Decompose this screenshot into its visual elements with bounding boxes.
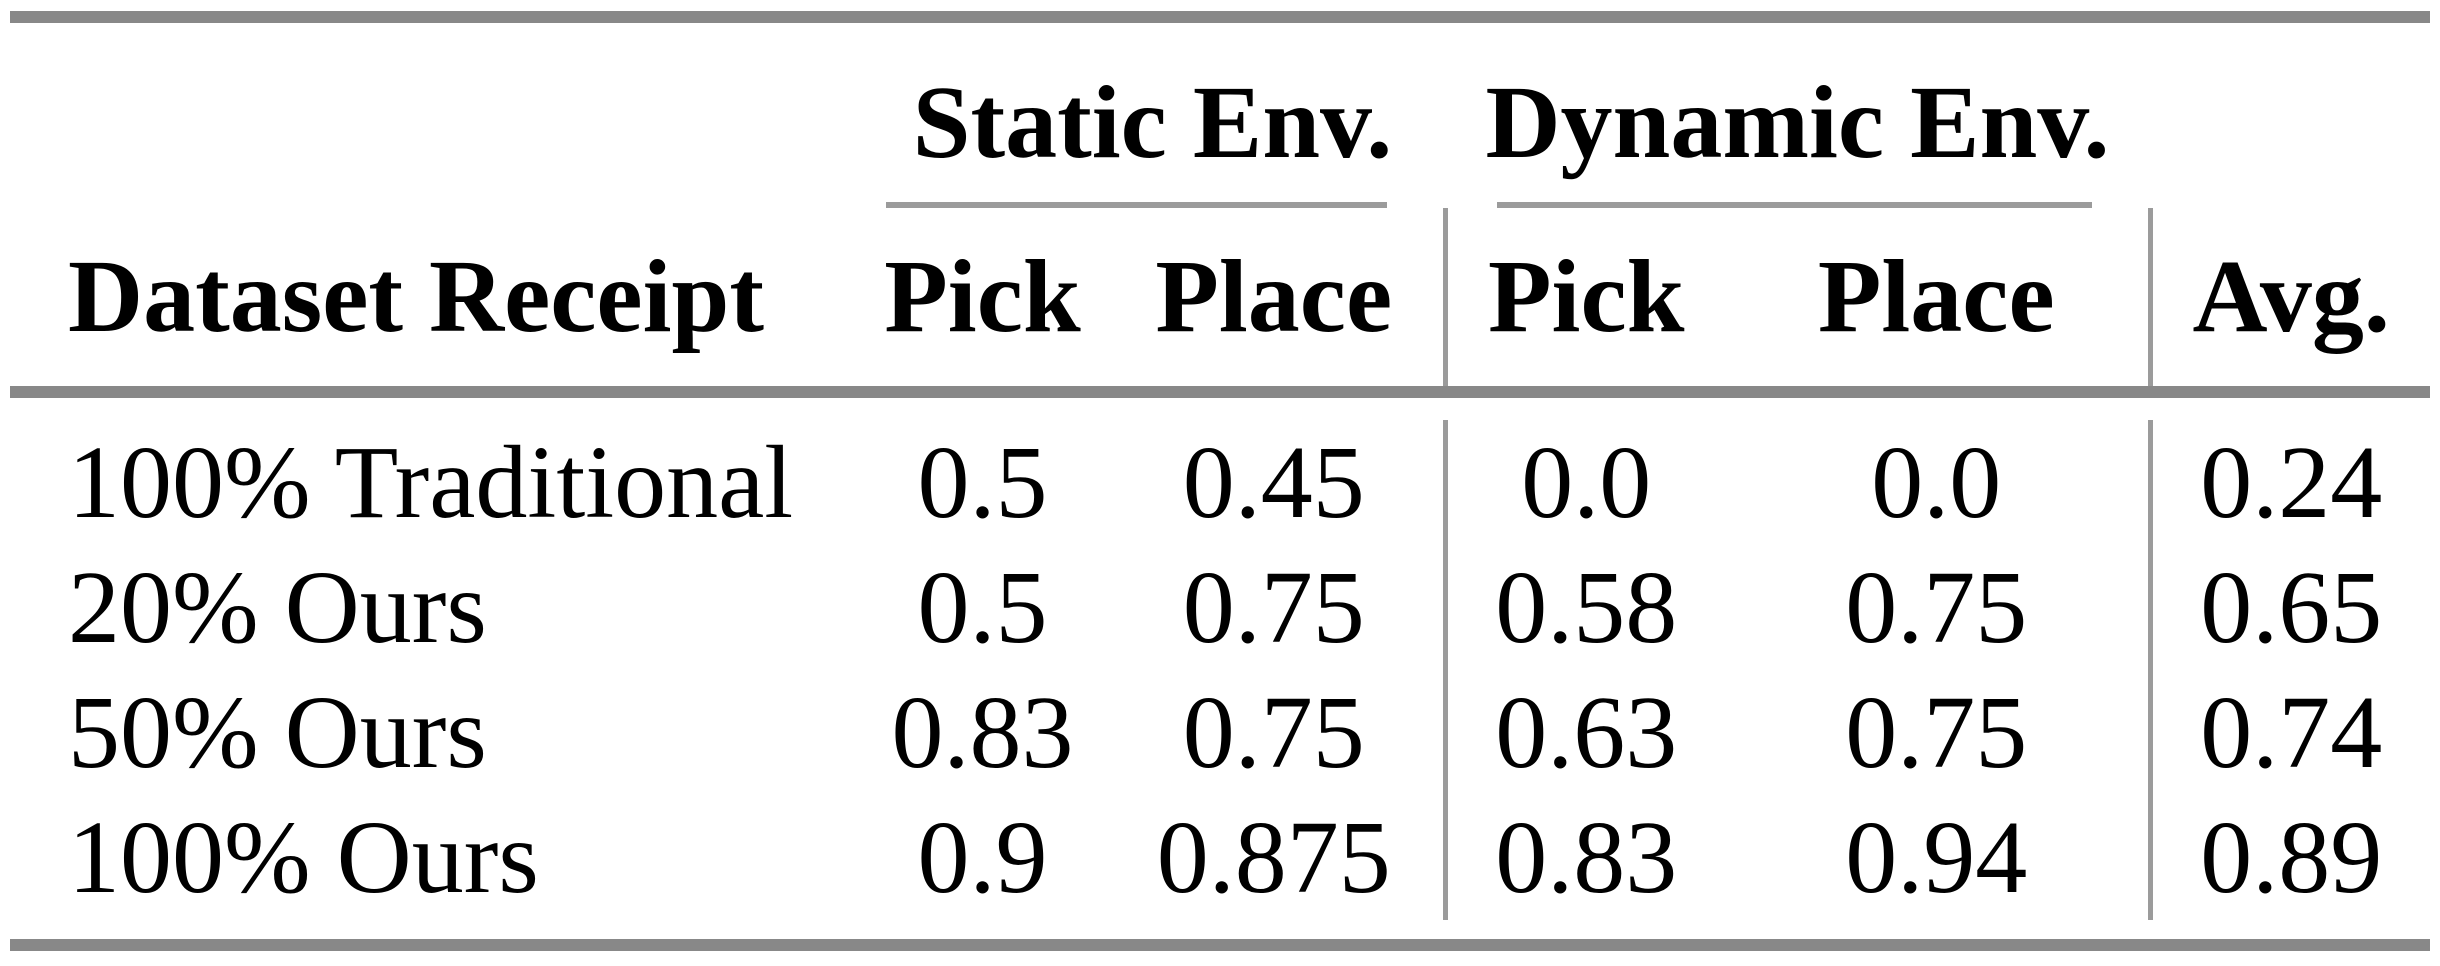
row-label: 100% Ours [68,799,539,915]
column-header-row: Dataset Receipt Pick Place Pick Place Av… [10,208,2430,386]
row-label: 50% Ours [68,674,487,790]
cell-static-place: 0.75 [1182,674,1365,790]
cell-dynamic-place: 0.94 [1845,799,2028,915]
static-env-cmidrule [886,201,1387,208]
cell-static-pick: 0.9 [917,799,1048,915]
table-row-100-traditional: 100% Traditional 0.5 0.45 0.0 0.0 0.24 [10,420,2430,545]
cell-static-place: 0.45 [1182,424,1365,540]
spacer-row [10,920,2430,939]
cell-static-pick: 0.5 [917,424,1048,540]
column-header-static-place: Place [1155,239,1393,354]
cell-static-pick: 0.5 [917,549,1048,665]
cell-avg: 0.65 [2147,545,2430,670]
empty-cell [2150,201,2430,208]
bottom-rule-row [10,939,2430,951]
table-row-100-ours: 100% Ours 0.9 0.875 0.83 0.94 0.89 [10,795,2430,920]
cell-avg: 0.89 [2147,795,2430,920]
cell-dynamic-pick: 0.83 [1442,795,1725,920]
row-label: 100% Traditional [68,424,794,540]
cell-dynamic-place: 0.75 [1845,674,2028,790]
bottom-rule [10,939,2430,951]
group-header-row: Static Env. Dynamic Env. [10,23,2430,201]
table-row-20-ours: 20% Ours 0.5 0.75 0.58 0.75 0.65 [10,545,2430,670]
top-rule-row [10,11,2430,23]
cell-static-place: 0.875 [1156,799,1391,915]
mid-rule-row [10,386,2430,398]
cell-static-pick: 0.83 [891,674,1074,790]
column-header-dynamic-pick: Pick [1442,208,1725,386]
empty-cell [10,23,860,201]
dynamic-env-cmidrule [1497,201,2092,208]
column-header-avg: Avg. [2147,208,2430,386]
group-header-static-env: Static Env. [912,65,1393,180]
cell-static-place: 0.75 [1182,549,1365,665]
cell-avg: 0.24 [2147,420,2430,545]
cell-dynamic-pick: 0.58 [1442,545,1725,670]
cell-dynamic-place: 0.0 [1871,424,2002,540]
cmidrule-row [10,201,2430,208]
group-header-dynamic-env: Dynamic Env. [1485,65,2110,180]
table-row-50-ours: 50% Ours 0.83 0.75 0.63 0.75 0.74 [10,670,2430,795]
top-rule [10,11,2430,23]
empty-cell [2150,23,2430,201]
cell-avg: 0.74 [2147,670,2430,795]
results-table: Static Env. Dynamic Env. Dataset Receipt… [10,11,2430,951]
column-header-dataset-receipt: Dataset Receipt [68,239,764,354]
cell-dynamic-pick: 0.63 [1442,670,1725,795]
cell-dynamic-place: 0.75 [1845,549,2028,665]
empty-cell [10,201,860,208]
row-label: 20% Ours [68,549,487,665]
spacer-row [10,398,2430,420]
column-header-static-pick: Pick [884,239,1081,354]
column-header-dynamic-place: Place [1817,239,2055,354]
cell-dynamic-pick: 0.0 [1442,420,1725,545]
mid-rule [10,386,2430,398]
